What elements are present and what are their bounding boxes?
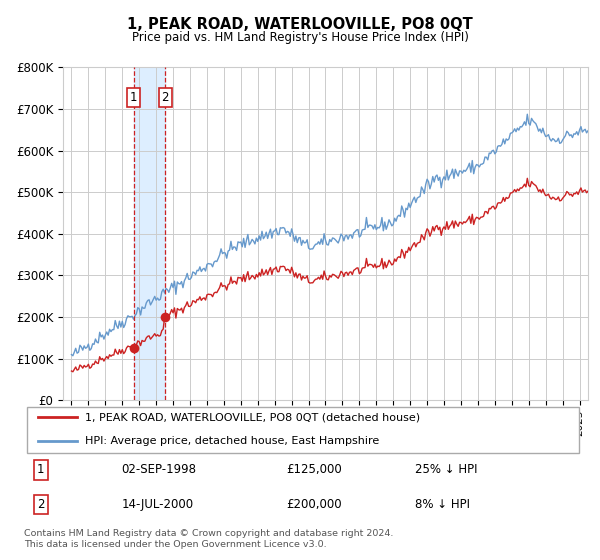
Text: 1: 1 (37, 464, 44, 477)
FancyBboxPatch shape (27, 407, 579, 452)
Text: Contains HM Land Registry data © Crown copyright and database right 2024.
This d: Contains HM Land Registry data © Crown c… (24, 529, 394, 549)
Text: 25% ↓ HPI: 25% ↓ HPI (415, 464, 477, 477)
Text: 2: 2 (161, 91, 169, 104)
Text: £125,000: £125,000 (286, 464, 342, 477)
Text: 14-JUL-2000: 14-JUL-2000 (122, 498, 194, 511)
Text: 1, PEAK ROAD, WATERLOOVILLE, PO8 0QT: 1, PEAK ROAD, WATERLOOVILLE, PO8 0QT (127, 17, 473, 32)
Text: 8% ↓ HPI: 8% ↓ HPI (415, 498, 470, 511)
Text: 1: 1 (130, 91, 137, 104)
Text: £200,000: £200,000 (286, 498, 342, 511)
Text: 02-SEP-1998: 02-SEP-1998 (122, 464, 197, 477)
Text: HPI: Average price, detached house, East Hampshire: HPI: Average price, detached house, East… (85, 436, 380, 446)
Text: 2: 2 (37, 498, 44, 511)
Text: Price paid vs. HM Land Registry's House Price Index (HPI): Price paid vs. HM Land Registry's House … (131, 31, 469, 44)
Bar (134, 67, 165, 400)
Text: 1, PEAK ROAD, WATERLOOVILLE, PO8 0QT (detached house): 1, PEAK ROAD, WATERLOOVILLE, PO8 0QT (de… (85, 412, 421, 422)
